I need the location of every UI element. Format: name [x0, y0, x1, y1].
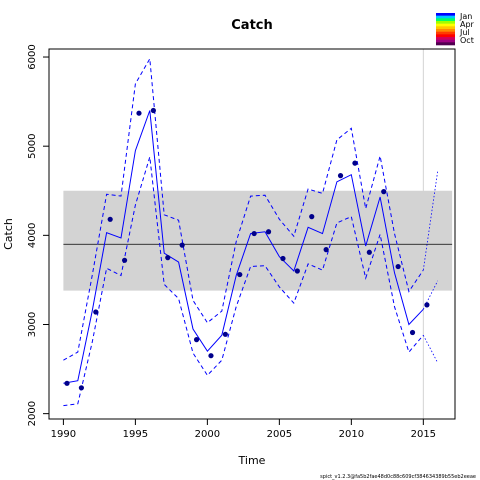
observed-point [121, 257, 128, 263]
observed-point [251, 230, 257, 237]
legend-swatch [436, 34, 455, 38]
legend-swatch [436, 15, 455, 19]
y-tick-label: 2000 [27, 401, 38, 426]
observed-point [150, 107, 156, 114]
observed-point [366, 249, 372, 255]
legend-swatch [436, 31, 455, 35]
legend-swatch [436, 29, 455, 32]
mean-band [63, 190, 453, 291]
y-tick-label: 4000 [27, 223, 38, 248]
legend-swatch [436, 42, 455, 46]
observed-point [179, 242, 185, 248]
footer-version-text: spict_v1.2.3@fa5b2fae48d0c88c609cf384634… [320, 474, 476, 480]
observed-point [222, 331, 228, 337]
observed-point [323, 247, 329, 253]
ci-upper-line [63, 57, 424, 361]
observed-points-group [64, 107, 430, 391]
observed-point [409, 329, 416, 336]
legend-swatch [436, 21, 455, 24]
forecast-lower-line [422, 335, 439, 363]
legend-label: Oct [460, 36, 474, 45]
legend-swatch [436, 37, 455, 40]
observed-point [208, 353, 214, 359]
legend-swatch [436, 39, 455, 43]
observed-point [265, 229, 272, 235]
forecast-upper-line [422, 171, 439, 271]
observed-point [78, 385, 84, 391]
observed-point [280, 255, 286, 262]
x-tick-label: 2005 [267, 429, 292, 440]
observed-point [136, 110, 142, 116]
predicted-line [63, 110, 424, 384]
observed-point [337, 173, 344, 179]
y-tick-label: 5000 [27, 133, 38, 158]
y-tick-label: 6000 [27, 44, 38, 69]
x-tick-label: 2000 [195, 429, 220, 440]
y-axis-label: Catch [2, 218, 15, 250]
legend-label: Jan [459, 12, 472, 21]
observed-point [237, 271, 243, 278]
observed-point [309, 214, 315, 220]
ci-lower-line [63, 156, 424, 407]
chart-title: Catch [231, 18, 273, 33]
observed-point [424, 302, 430, 308]
legend-label: Jul [459, 28, 470, 37]
legend-swatch [436, 18, 455, 22]
observed-point [395, 263, 401, 270]
x-tick-label: 1990 [51, 429, 76, 440]
observed-point [352, 160, 358, 166]
observed-point [64, 380, 70, 386]
x-axis-label: Time [238, 454, 266, 467]
axes-group: 1990 1995 2000 2005 2010 2015 2000 3000 4000 5000… [27, 44, 436, 440]
x-tick-label: 1995 [123, 429, 148, 440]
legend-label: Apr [460, 20, 475, 29]
observed-point [107, 216, 113, 222]
plot-frame [48, 48, 456, 420]
observed-point [193, 337, 200, 343]
legend-swatch [436, 26, 455, 30]
observed-point [294, 268, 300, 274]
observed-point [381, 189, 387, 195]
x-tick-label: 2015 [411, 429, 436, 440]
x-tick-label: 2010 [339, 429, 364, 440]
observed-point [165, 255, 171, 261]
legend-swatch [436, 23, 455, 27]
series-lines-group [63, 57, 439, 407]
observed-point [93, 309, 99, 315]
y-tick-label: 3000 [27, 312, 38, 337]
legend-swatch [436, 13, 455, 16]
